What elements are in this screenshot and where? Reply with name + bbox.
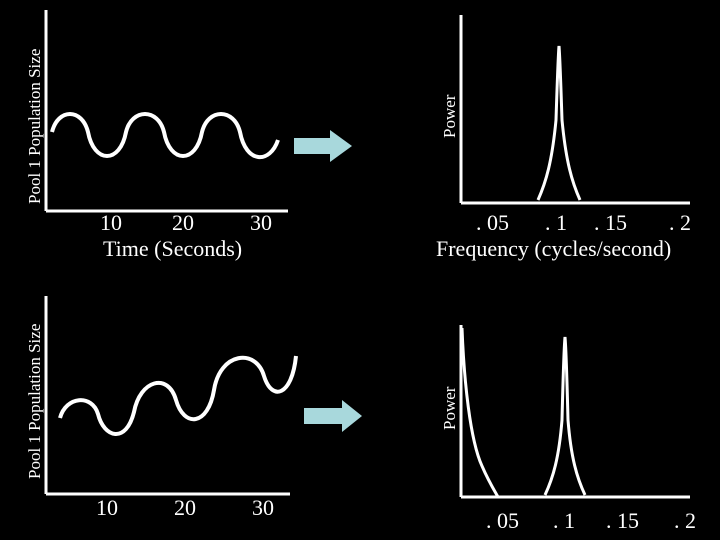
top-left-x-tick-30: 30 xyxy=(250,210,272,235)
bottom-left-x-tick-20: 20 xyxy=(174,495,196,520)
bottom-right-panel xyxy=(459,325,690,499)
top-right-x-tick-15: . 15 xyxy=(594,210,627,235)
bottom-right-low-freq-tail xyxy=(460,327,500,498)
top-arrow-icon xyxy=(294,130,352,162)
top-right-panel xyxy=(459,15,690,205)
top-right-peak xyxy=(536,45,582,201)
top-right-x-tick-1: . 1 xyxy=(545,210,567,235)
top-left-sine-wave xyxy=(50,112,280,159)
bottom-left-x-tick-30: 30 xyxy=(252,495,274,520)
top-left-x-tick-10: 10 xyxy=(100,210,122,235)
bottom-arrow xyxy=(304,400,362,432)
bottom-right-peak xyxy=(543,336,587,496)
top-right-y-axis-label: Power xyxy=(440,94,459,138)
bottom-right-x-tick-05: . 05 xyxy=(486,508,519,533)
bottom-left-y-axis-label: Pool 1 Population Size xyxy=(25,323,44,479)
bottom-left-x-tick-10: 10 xyxy=(96,495,118,520)
top-arrow xyxy=(294,130,352,162)
top-right-x-tick-2: . 2 xyxy=(669,210,691,235)
top-left-x-tick-20: 20 xyxy=(172,210,194,235)
bottom-arrow-icon xyxy=(304,400,362,432)
bottom-left-panel xyxy=(44,296,298,496)
top-right-x-tick-05: . 05 xyxy=(476,210,509,235)
top-left-panel xyxy=(44,10,288,213)
bottom-right-x-tick-1: . 1 xyxy=(553,508,575,533)
bottom-right-x-tick-15: . 15 xyxy=(606,508,639,533)
bottom-right-y-axis-label: Power xyxy=(440,386,459,430)
bottom-right-x-tick-2: . 2 xyxy=(674,508,696,533)
top-right-x-axis-label: Frequency (cycles/second) xyxy=(436,236,672,261)
bottom-left-sine-wave xyxy=(58,355,298,436)
top-left-x-axis-label: Time (Seconds) xyxy=(103,236,243,261)
top-left-y-axis-label: Pool 1 Population Size xyxy=(25,48,44,204)
